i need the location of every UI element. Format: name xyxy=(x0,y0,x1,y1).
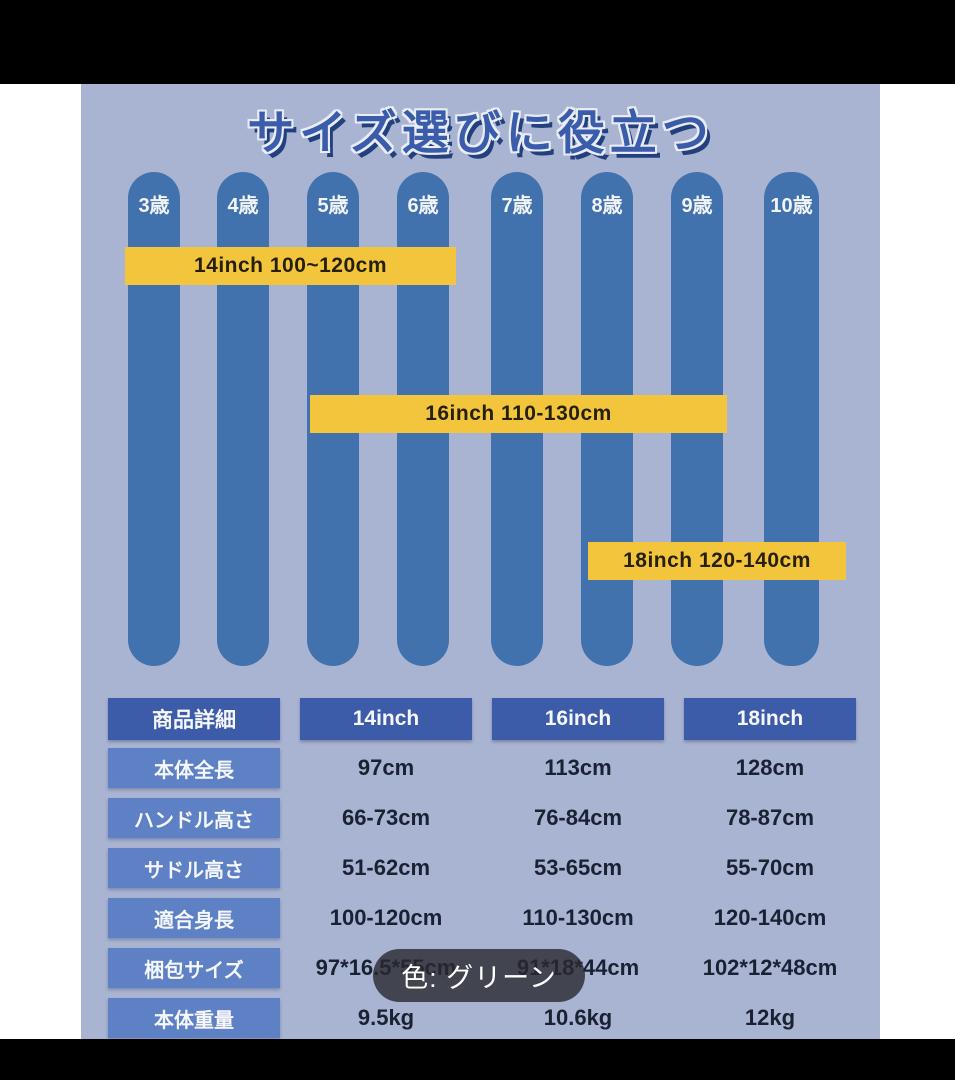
row-label: サドル高さ xyxy=(108,848,280,888)
spec-table: 商品詳細 14inch 16inch 18inch 本体全長 97cm 113c… xyxy=(108,698,856,1039)
cell-value: 102*12*48cm xyxy=(702,955,838,980)
age-label: 9歳 xyxy=(681,195,713,217)
cell-value: 128cm xyxy=(735,755,805,780)
age-label: 3歳 xyxy=(138,195,170,217)
letterbox-top xyxy=(0,0,955,84)
cell-value: 53-65cm xyxy=(533,855,623,880)
letterbox-bottom xyxy=(0,1039,955,1080)
size-guide-panel: サイズ選びに役立つ 3歳 4歳 5歳 6歳 7歳 8歳 9歳 10歳 14inc… xyxy=(81,84,880,1039)
cell-value: 110-130cm xyxy=(522,905,634,930)
cell-value: 113cm xyxy=(544,755,612,780)
row-label: 適合身長 xyxy=(108,898,280,938)
spec-table-header: 商品詳細 14inch 16inch 18inch xyxy=(108,698,856,740)
row-label: 梱包サイズ xyxy=(108,948,280,988)
header-cell-18inch: 18inch xyxy=(684,698,856,740)
header-cell-detail: 商品詳細 xyxy=(108,698,280,740)
cell-value: 12kg xyxy=(744,1005,796,1030)
cell-value: 55-70cm xyxy=(725,855,815,880)
table-row: 本体重量 9.5kg 10.6kg 12kg xyxy=(108,998,856,1038)
header-cell-16inch: 16inch xyxy=(492,698,664,740)
cell-value: 100-120cm xyxy=(329,905,443,930)
age-label: 4歳 xyxy=(227,195,259,217)
cell-value: 97cm xyxy=(357,755,415,780)
table-row: ハンドル高さ 66-73cm 76-84cm 78-87cm xyxy=(108,798,856,838)
size-band-18inch: 18inch 120-140cm xyxy=(588,542,846,580)
age-label: 10歳 xyxy=(770,195,813,217)
cell-value: 10.6kg xyxy=(543,1005,613,1030)
row-label: ハンドル高さ xyxy=(108,798,280,838)
color-variant-badge: 色: グリーン xyxy=(373,949,585,1002)
page-title: サイズ選びに役立つ xyxy=(247,106,714,159)
table-row: 適合身長 100-120cm 110-130cm 120-140cm xyxy=(108,898,856,938)
age-label: 7歳 xyxy=(501,195,533,217)
cell-value: 51-62cm xyxy=(341,855,431,880)
age-label: 8歳 xyxy=(591,195,623,217)
age-bar-10: 10歳 xyxy=(764,172,819,666)
cell-value: 120-140cm xyxy=(713,905,827,930)
table-row: 本体全長 97cm 113cm 128cm xyxy=(108,748,856,788)
table-row: サドル高さ 51-62cm 53-65cm 55-70cm xyxy=(108,848,856,888)
size-band-16inch: 16inch 110-130cm xyxy=(310,395,727,433)
row-label: 本体全長 xyxy=(108,748,280,788)
age-label: 6歳 xyxy=(407,195,439,217)
header-cell-14inch: 14inch xyxy=(300,698,472,740)
cell-value: 66-73cm xyxy=(341,805,431,830)
cell-value: 76-84cm xyxy=(533,805,623,830)
row-label: 本体重量 xyxy=(108,998,280,1038)
age-label: 5歳 xyxy=(317,195,349,217)
size-band-14inch: 14inch 100~120cm xyxy=(125,247,456,285)
cell-value: 78-87cm xyxy=(725,805,815,830)
cell-value: 9.5kg xyxy=(357,1005,415,1030)
